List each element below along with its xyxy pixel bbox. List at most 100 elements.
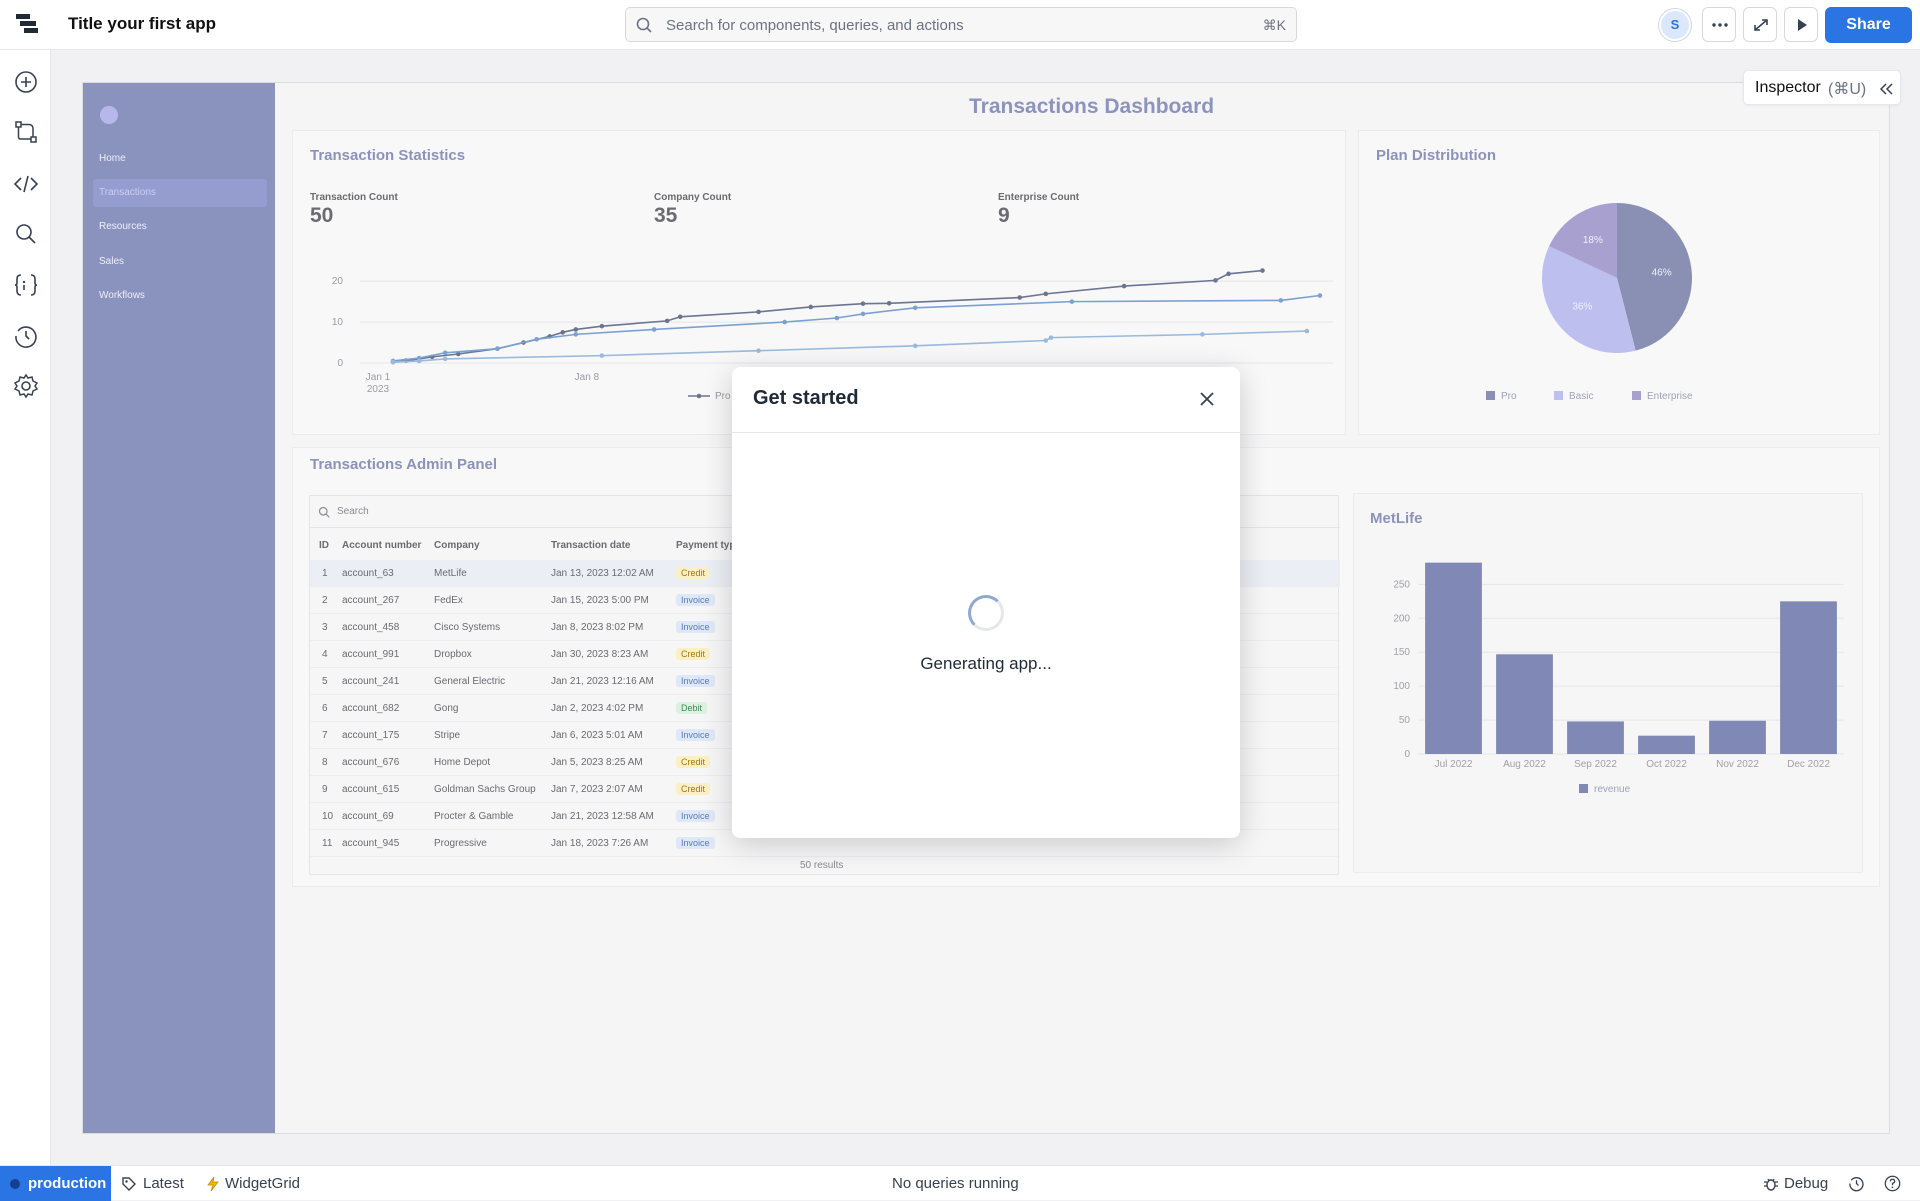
cell-account: account_991 [342, 649, 400, 660]
cell-account: account_676 [342, 757, 400, 768]
version-label[interactable]: Latest [143, 1175, 184, 1192]
data-point [1043, 338, 1049, 343]
inspector-label: Inspector [1755, 79, 1821, 96]
bar [1496, 654, 1553, 754]
table-row[interactable]: 11 account_945 Progressive Jan 18, 2023 7:2… [310, 830, 1340, 857]
code-icon[interactable] [13, 171, 39, 197]
debug-button[interactable]: Debug [1784, 1175, 1829, 1192]
graph-icon[interactable] [13, 119, 39, 145]
plan-pie-chart: 46% 36% 18% Pro Basic Enterprise [1486, 203, 1693, 402]
cell-date: Jan 7, 2023 2:07 AM [551, 784, 643, 795]
get-started-modal: Get started Generating app... [732, 367, 1240, 838]
cell-account: account_69 [342, 811, 394, 822]
cell-date: Jan 6, 2023 5:01 AM [551, 730, 643, 741]
metlife-bar-chart: 0 50 100 150 200 250 Jul 2022 Aug 2022 Sep 2022 O… [1393, 562, 1844, 795]
cell-company: Dropbox [434, 649, 472, 660]
cell-id: 3 [322, 622, 328, 633]
cell-company: MetLife [434, 568, 467, 579]
bar [1709, 720, 1766, 754]
payment-type-badge: Credit [676, 648, 711, 660]
data-point [1278, 298, 1284, 303]
retool-logo-icon[interactable] [16, 14, 40, 36]
more-options-button[interactable] [1702, 7, 1736, 42]
data-point [442, 356, 448, 362]
stat-value-companies: 35 [654, 204, 678, 227]
modal-title: Get started [753, 387, 859, 409]
bug-icon [1764, 1178, 1778, 1191]
column-header-date[interactable]: Transaction date [551, 540, 631, 551]
cell-id: 2 [322, 595, 328, 606]
cell-account: account_241 [342, 676, 400, 687]
column-header-account[interactable]: Account number [342, 540, 422, 551]
data-point [664, 318, 670, 324]
stats-card-title: Transaction Statistics [310, 147, 466, 164]
legend-swatch [1579, 784, 1588, 793]
plan-card-title: Plan Distribution [1376, 147, 1496, 164]
cell-date: Jan 30, 2023 8:23 AM [551, 649, 649, 660]
cell-company: Progressive [434, 838, 487, 849]
global-search-input[interactable]: Search for components, queries, and acti… [625, 7, 1297, 42]
app-logo-icon [100, 106, 118, 124]
history-icon[interactable] [13, 323, 39, 349]
app-title[interactable]: Title your first app [68, 14, 216, 33]
pie-slice-basic [1542, 246, 1636, 353]
lightning-icon [207, 1176, 219, 1192]
payment-type-badge: Credit [676, 783, 711, 795]
search-icon [636, 17, 652, 33]
y-tick-label: 20 [332, 276, 344, 287]
y-tick-label: 50 [1399, 715, 1411, 726]
tag-icon [122, 1177, 136, 1191]
cell-date: Jan 21, 2023 12:16 AM [551, 676, 654, 687]
data-point [677, 314, 683, 320]
user-avatar[interactable]: S [1659, 9, 1691, 41]
nav-item-transactions[interactable]: Transactions [93, 179, 267, 207]
nav-item-resources[interactable]: Resources [99, 221, 147, 232]
pie-slice-pro [1617, 203, 1692, 351]
pie-slice-enterprise [1549, 203, 1617, 278]
fullscreen-button[interactable] [1743, 7, 1777, 42]
play-icon [1798, 19, 1807, 31]
legend-label: Enterprise [1647, 391, 1693, 402]
environment-selector[interactable]: production [0, 1166, 111, 1201]
plan-distribution-card: Plan Distribution 46% 36% 18% Pro Basic Enter… [1358, 130, 1880, 435]
payment-type-badge: Invoice [676, 594, 715, 606]
search-icon[interactable] [13, 221, 39, 247]
data-point [860, 311, 866, 317]
preview-button[interactable] [1784, 7, 1818, 42]
state-icon[interactable] [13, 272, 39, 298]
cell-company: General Electric [434, 676, 506, 687]
column-header-company[interactable]: Company [434, 540, 480, 551]
bar [1425, 562, 1482, 754]
cell-id: 8 [322, 757, 328, 768]
nav-item-workflows[interactable]: Workflows [99, 290, 145, 301]
data-point [860, 301, 866, 306]
column-header-id[interactable]: ID [319, 540, 329, 551]
nav-item-home[interactable]: Home [99, 153, 126, 164]
column-header-payment[interactable]: Payment typ [676, 540, 736, 551]
data-point [912, 305, 918, 311]
help-icon[interactable] [1884, 1175, 1901, 1192]
data-point [560, 330, 566, 335]
data-point [442, 350, 448, 356]
x-tick-label: Oct 2022 [1646, 759, 1687, 770]
add-component-icon[interactable] [13, 69, 39, 95]
inspector-toggle-button[interactable]: Inspector (⌘U) [1743, 70, 1901, 105]
legend-label: revenue [1594, 784, 1631, 795]
cell-account: account_615 [342, 784, 400, 795]
settings-icon[interactable] [13, 373, 39, 399]
stat-label-companies: Company Count [654, 192, 732, 203]
close-icon[interactable] [1197, 389, 1217, 409]
environment-dot-icon [10, 1179, 20, 1189]
history-icon[interactable] [1848, 1175, 1865, 1192]
x-tick-label: Jan 1 [366, 372, 391, 383]
inspector-shortcut: (⌘U) [1828, 81, 1867, 98]
cell-date: Jan 13, 2023 12:02 AM [551, 568, 654, 579]
stat-label-enterprise: Enterprise Count [998, 192, 1080, 203]
widget-grid-label[interactable]: WidgetGrid [225, 1175, 301, 1192]
pie-slice-label: 46% [1652, 267, 1672, 278]
nav-item-sales[interactable]: Sales [99, 256, 125, 267]
query-status: No queries running [892, 1175, 1019, 1192]
payment-type-badge: Credit [676, 567, 711, 579]
share-button[interactable]: Share [1825, 7, 1912, 43]
